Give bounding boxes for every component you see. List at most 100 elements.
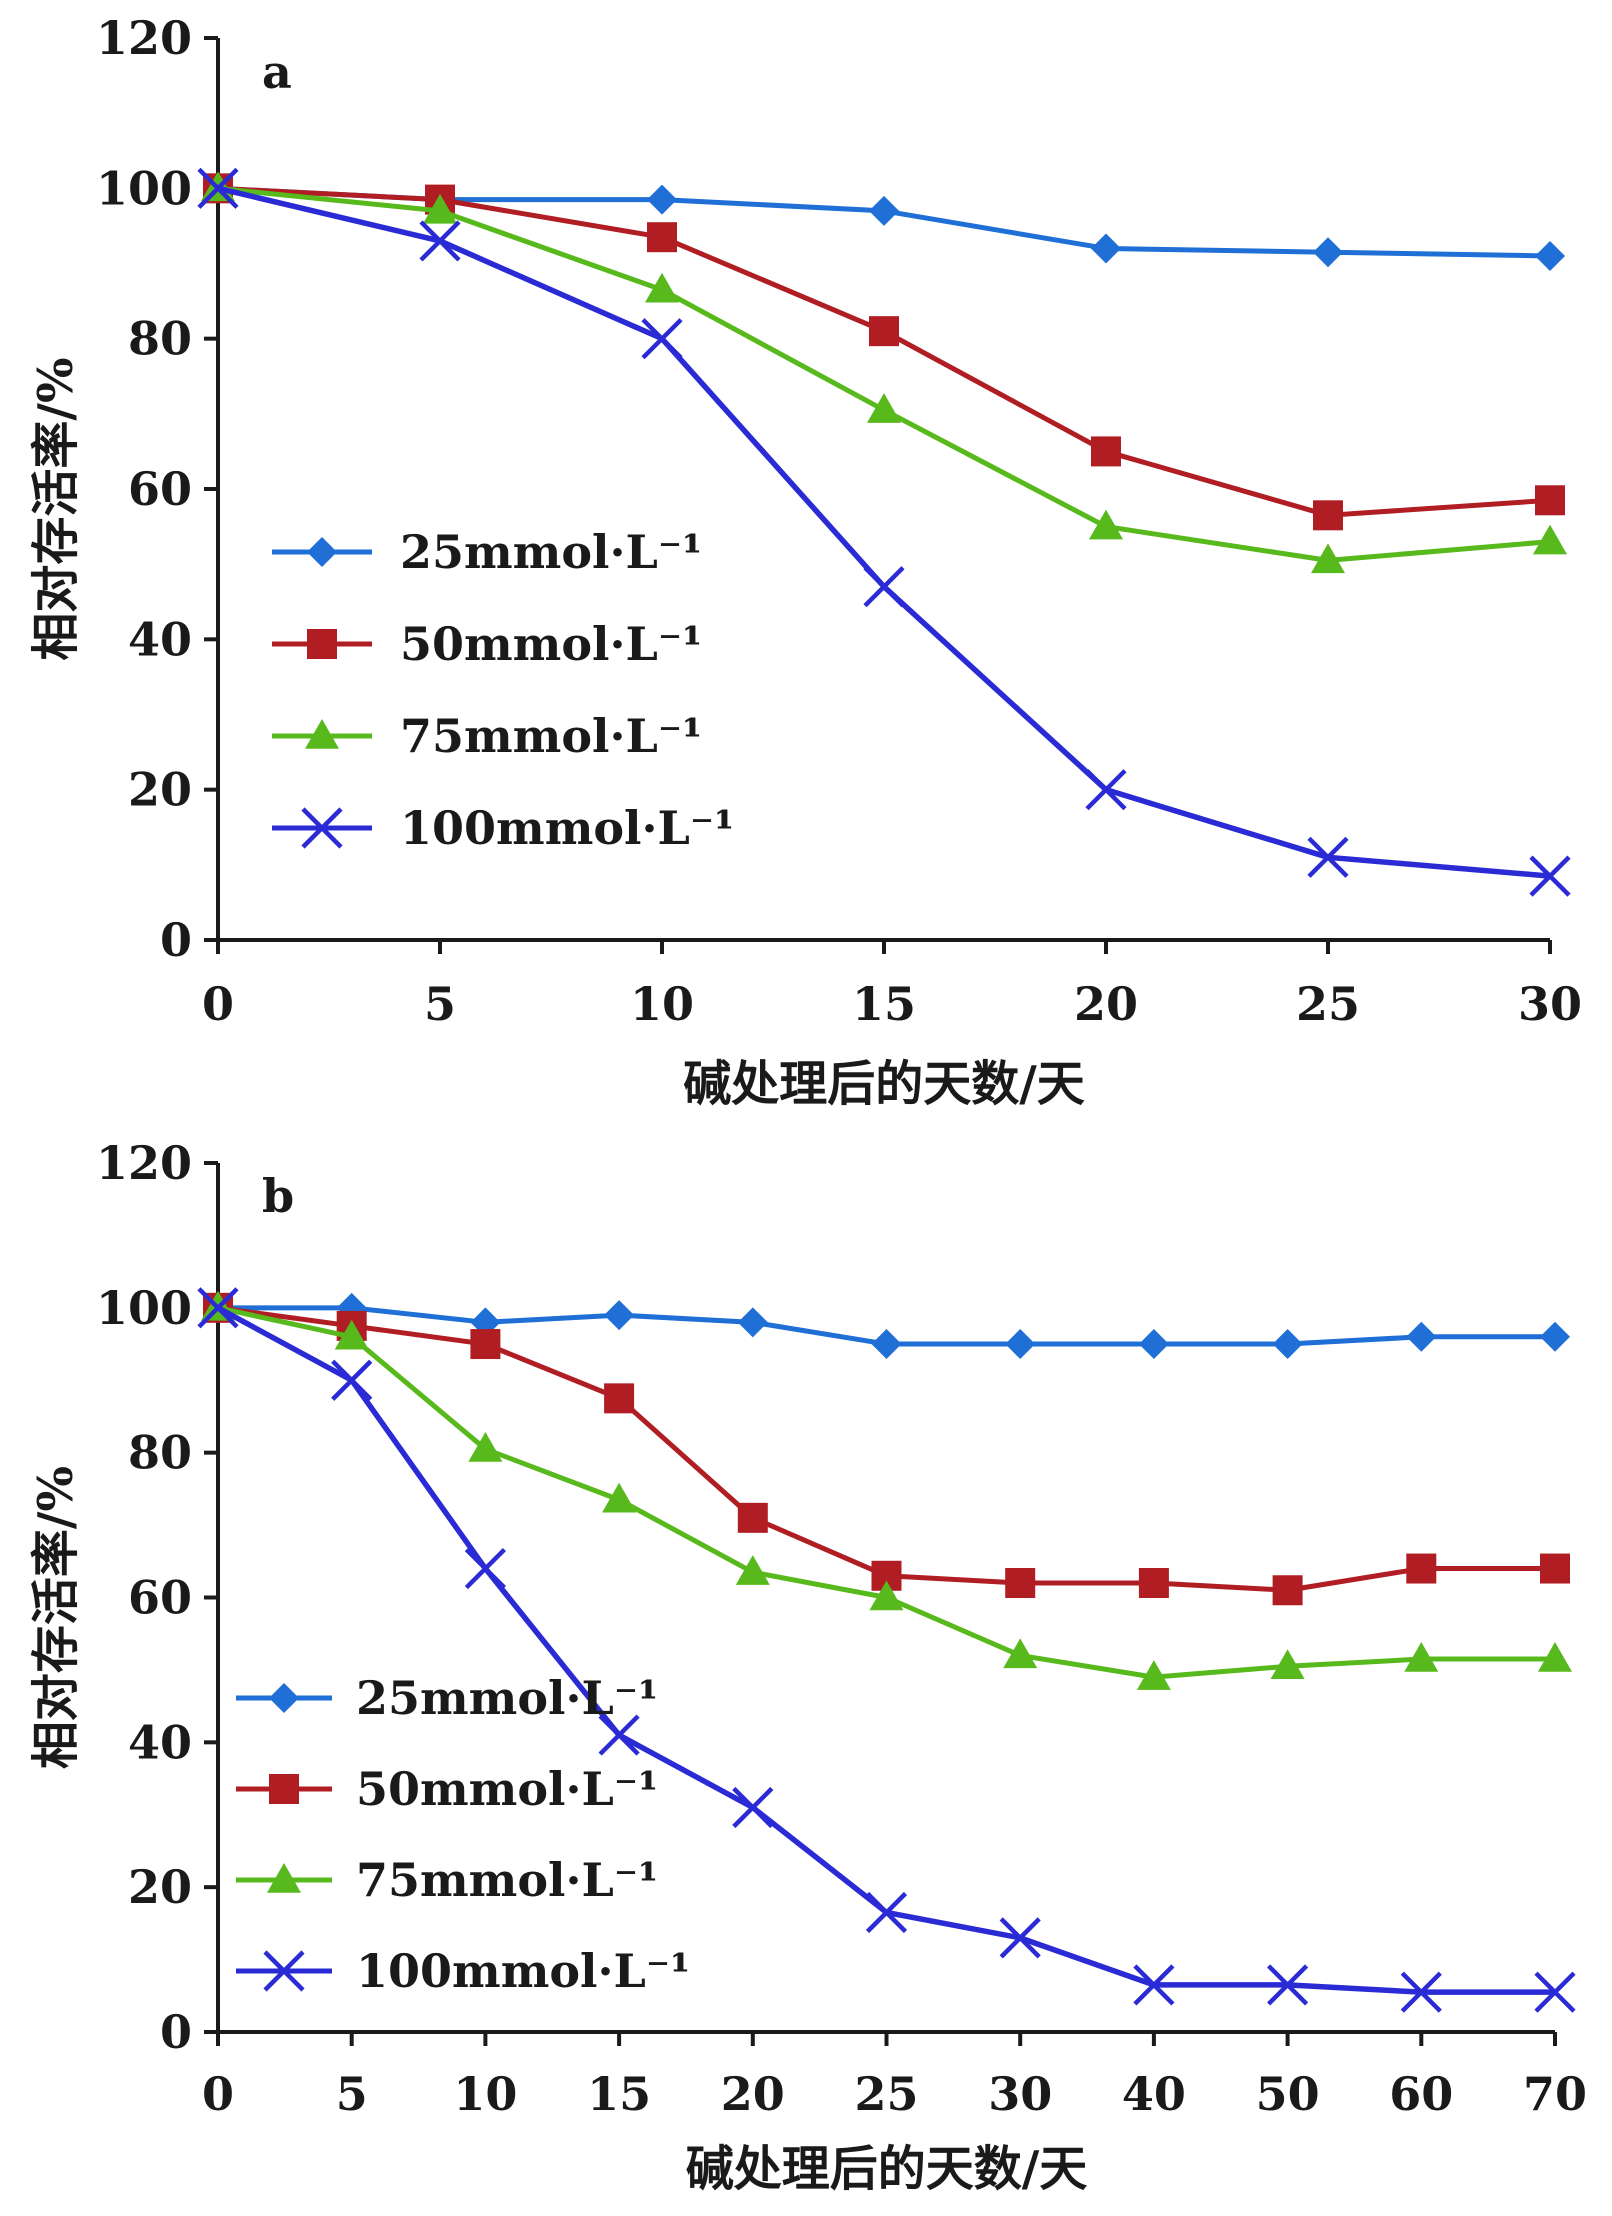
data-point <box>419 220 461 262</box>
legend-label: 25mmol·L⁻¹ <box>356 1671 658 1725</box>
legend-label: 50mmol·L⁻¹ <box>400 617 702 671</box>
series-4 <box>197 1287 1576 2013</box>
data-point <box>470 1329 501 1360</box>
data-point <box>1406 1553 1437 1584</box>
data-point <box>735 1555 770 1585</box>
data-point <box>1003 1638 1038 1669</box>
data-point <box>1133 1964 1175 2006</box>
y-tick-label: 80 <box>128 1426 192 1480</box>
data-point <box>197 167 239 209</box>
x-tick-label: 15 <box>587 2067 651 2121</box>
data-point <box>331 1359 373 1401</box>
data-point <box>1138 1568 1169 1599</box>
data-point <box>1005 1329 1036 1360</box>
data-point <box>1085 769 1127 811</box>
legend-entry: 75mmol·L⁻¹ <box>272 709 702 763</box>
legend-entry: 50mmol·L⁻¹ <box>272 617 702 671</box>
data-point <box>1313 500 1343 531</box>
panel-a-chart: 0 20 40 60 80 100 120 0 5 10 15 20 25 30 碱处理后的天数/天 相对存活… <box>28 11 1582 1112</box>
data-point <box>1538 1642 1572 1672</box>
x-tick-label: 5 <box>336 2067 368 2121</box>
y-tick-label: 120 <box>96 11 192 65</box>
y-tick-label: 80 <box>128 312 192 366</box>
legend-label: 75mmol·L⁻¹ <box>400 709 702 763</box>
panel-b-chart: 0 20 40 60 80 100 120 0 5 10 15 20 25 30 40 50 60 70 碱处理后的… <box>28 1136 1587 2197</box>
y-tick-label: 120 <box>96 1136 192 1190</box>
data-point <box>598 1714 640 1756</box>
y-tick-label: 100 <box>96 161 192 215</box>
y-axis-label: 相对存活率/% <box>28 1466 84 1769</box>
data-point <box>871 1329 902 1360</box>
x-tick-label: 20 <box>721 2067 785 2121</box>
data-point <box>1540 1321 1570 1352</box>
legend-marker <box>307 537 337 567</box>
data-point <box>999 1917 1041 1959</box>
y-tick-label: 40 <box>128 1715 192 1769</box>
legend-marker <box>301 807 343 849</box>
data-point <box>869 195 899 226</box>
data-point <box>1270 1649 1305 1680</box>
data-point <box>1540 1553 1570 1584</box>
data-point <box>1400 1971 1442 2013</box>
y-tick-label: 40 <box>128 612 192 666</box>
y-tick-label: 20 <box>128 1860 192 1914</box>
y-tick-label: 20 <box>128 763 192 817</box>
data-point <box>737 1307 768 1338</box>
data-point <box>1089 509 1123 540</box>
series-3 <box>201 171 1567 574</box>
x-tick-label: 20 <box>1074 977 1138 1031</box>
data-point <box>1534 1971 1576 2013</box>
data-point <box>334 1319 369 1350</box>
y-axis-label: 相对存活率/% <box>28 357 84 660</box>
x-tick-label: 15 <box>852 977 916 1031</box>
data-point <box>1091 436 1121 467</box>
data-point <box>602 1482 637 1513</box>
x-tick-label: 25 <box>1296 977 1360 1031</box>
legend-label: 75mmol·L⁻¹ <box>356 1853 658 1907</box>
legend-marker <box>263 1950 305 1992</box>
x-tick-label: 25 <box>854 2067 918 2121</box>
data-point <box>869 1580 904 1611</box>
x-tick-label: 70 <box>1523 2067 1587 2121</box>
legend-entry: 25mmol·L⁻¹ <box>272 525 702 579</box>
data-point <box>867 393 901 423</box>
data-point <box>468 1432 503 1462</box>
data-point <box>1272 1575 1303 1606</box>
x-axis-label: 碱处理后的天数/天 <box>683 1056 1085 1112</box>
data-point <box>737 1502 768 1533</box>
x-tick-label: 10 <box>453 2067 517 2121</box>
data-point <box>645 272 679 303</box>
y-tick-label: 0 <box>160 913 192 967</box>
data-point <box>197 1287 239 1329</box>
data-point <box>647 184 677 215</box>
panel-letter: a <box>262 45 292 99</box>
data-point <box>423 193 457 224</box>
y-tick-label: 0 <box>160 2005 192 2059</box>
data-point <box>1311 543 1345 574</box>
data-point <box>1404 1642 1439 1672</box>
x-tick-label: 0 <box>202 2067 234 2121</box>
data-point <box>464 1547 506 1590</box>
legend-marker <box>307 629 337 659</box>
data-point <box>1005 1568 1036 1599</box>
legend-marker <box>269 1683 299 1713</box>
data-point <box>1406 1321 1437 1352</box>
legend-entry: 50mmol·L⁻¹ <box>236 1762 658 1816</box>
y-tick-label: 60 <box>128 462 192 516</box>
legend-entry: 100mmol·L⁻¹ <box>236 1944 690 1998</box>
legend-marker <box>267 1863 301 1893</box>
x-tick-label: 5 <box>424 977 456 1031</box>
series-4 <box>197 167 1571 897</box>
data-point <box>1535 240 1565 271</box>
legend-label: 25mmol·L⁻¹ <box>400 525 702 579</box>
legend-marker <box>305 719 339 749</box>
x-axis-label: 碱处理后的天数/天 <box>686 2141 1088 2197</box>
series-1 <box>203 1292 1570 1360</box>
x-tick-label: 40 <box>1122 2067 1186 2121</box>
legend-label: 100mmol·L⁻¹ <box>356 1944 690 1998</box>
legend-entry: 100mmol·L⁻¹ <box>272 801 734 855</box>
legend-entry: 25mmol·L⁻¹ <box>236 1671 658 1725</box>
data-point <box>1272 1329 1303 1360</box>
data-point <box>863 566 905 608</box>
data-point <box>865 1891 908 1934</box>
